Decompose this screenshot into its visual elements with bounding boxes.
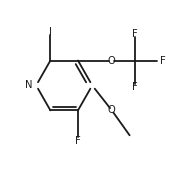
Text: F: F [75,136,81,146]
Text: F: F [132,29,138,39]
Text: N: N [25,80,33,90]
Text: I: I [49,27,52,37]
Text: O: O [108,105,116,115]
Text: F: F [132,82,138,92]
Text: O: O [108,56,116,66]
Text: F: F [160,56,166,66]
